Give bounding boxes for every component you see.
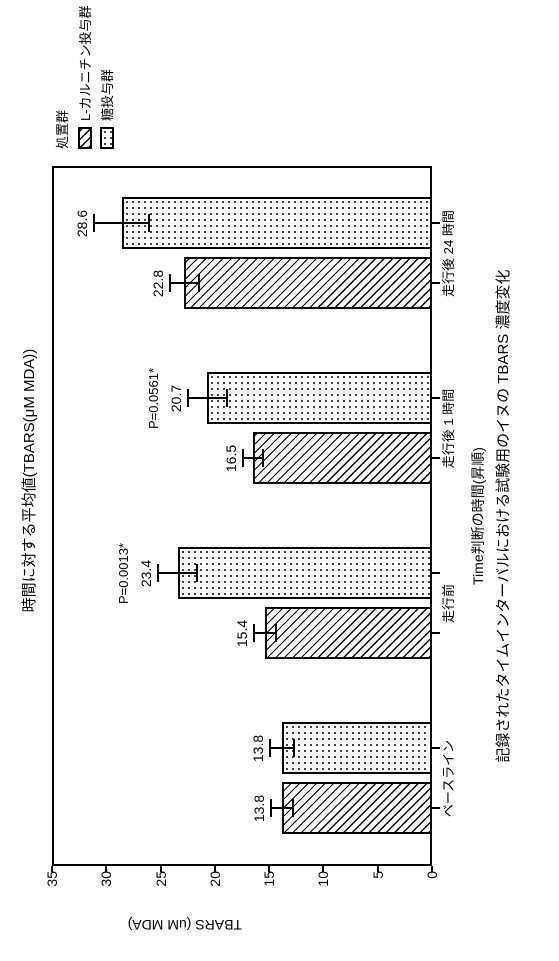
error-cap [292,800,294,818]
x-tick-label: 走行前 [432,584,457,623]
x-tick-mark [432,748,440,750]
y-tick-label: 30 [98,871,114,911]
y-tick-label: 20 [207,871,223,911]
error-cap [93,215,95,233]
error-cap [196,565,198,583]
y-tick-mark [322,866,324,872]
error-cap [275,625,277,643]
legend: 処置群 L-カルニチン投与群 糖投与群 [52,5,119,149]
x-tick-mark [432,573,440,575]
legend-label: 糖投与群 [97,69,116,121]
chart-title: 時間に対する平均値(TBARS(μM MDA)) [0,0,39,961]
bar-value-label: 22.8 [150,270,166,297]
y-tick-label: 15 [261,871,277,911]
y-tick-mark [160,866,162,872]
bar-value-label: 20.7 [168,385,184,412]
chart-caption: 記録されたタイムインターバルにおける試験用のイヌの TBARS 濃度変化 [492,71,513,961]
bar [265,608,432,660]
x-tick-mark [432,398,440,400]
x-tick-mark [432,633,440,635]
y-tick-label: 0 [424,871,440,911]
y-tick-mark [51,866,53,872]
bar [253,433,432,485]
error-cap [293,740,295,758]
p-value-label: P=0.0561* [146,368,161,429]
y-tick-mark [377,866,379,872]
y-tick-mark [105,866,107,872]
error-cap [226,390,228,408]
error-cap [148,215,150,233]
bar [122,198,433,250]
error-cap [157,565,159,583]
y-tick-label: 10 [315,871,331,911]
plot-area: 05101520253035 ベースライン13.813.8走行前15.423.4… [52,166,432,866]
y-tick-label: 25 [153,871,169,911]
bar-value-label: 28.6 [74,210,90,237]
legend-swatch-hatch [78,127,92,149]
bar [184,258,432,310]
y-axis-label: TBARS (uM MDA) [128,917,242,933]
legend-title: 処置群 [52,5,71,149]
error-bar [270,748,294,750]
x-tick-mark [432,808,440,810]
bar-value-label: 23.4 [138,560,154,587]
bar-value-label: 15.4 [234,620,250,647]
error-cap [198,275,200,293]
x-tick-mark [432,458,440,460]
bar-value-label: 16.5 [223,445,239,472]
error-cap [242,450,244,468]
y-tick-mark [268,866,270,872]
error-cap [270,800,272,818]
error-bar [94,223,148,225]
error-bar [254,633,276,635]
error-cap [269,740,271,758]
bar [207,373,432,425]
x-tick-mark [432,283,440,285]
legend-label: L-カルニチン投与群 [75,5,94,121]
error-bar [170,283,198,285]
bar [178,548,432,600]
legend-swatch-dotted [100,127,114,149]
bar-value-label: 13.8 [251,795,267,822]
bar [282,783,432,835]
error-cap [253,625,255,643]
bar [282,723,432,775]
legend-item: L-カルニチン投与群 [75,5,94,149]
x-axis-label: Time判断の時間(昇順) [468,166,488,866]
error-bar [158,573,197,575]
error-cap [262,450,264,468]
y-tick-mark [431,866,433,872]
error-cap [187,390,189,408]
error-cap [169,275,171,293]
p-value-label: P=0.0013* [116,543,131,604]
x-tick-label: ベースライン [432,740,457,817]
y-tick-label: 35 [44,871,60,911]
y-tick-mark [214,866,216,872]
y-tick-label: 5 [370,871,386,911]
bar-value-label: 13.8 [250,735,266,762]
x-tick-label: 走行後 1 時間 [432,389,457,468]
x-tick-mark [432,223,440,225]
error-bar [188,398,227,400]
error-bar [243,458,263,460]
error-bar [271,808,293,810]
legend-item: 糖投与群 [97,5,116,149]
